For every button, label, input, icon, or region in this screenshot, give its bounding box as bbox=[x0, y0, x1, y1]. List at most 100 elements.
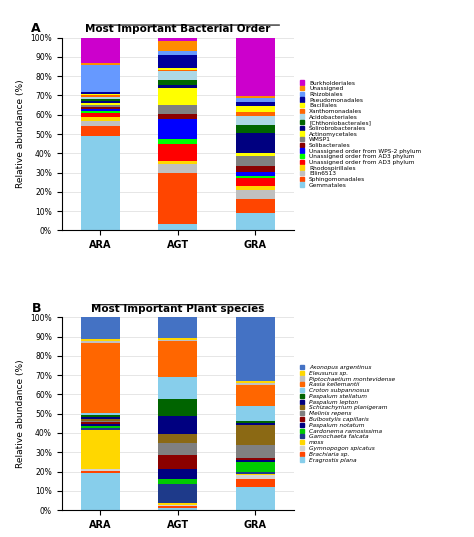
Y-axis label: Relative abundance (%): Relative abundance (%) bbox=[16, 359, 25, 468]
Bar bbox=[236, 125, 274, 133]
Bar bbox=[236, 98, 274, 102]
Bar bbox=[158, 70, 197, 71]
Text: B: B bbox=[31, 302, 41, 315]
Bar bbox=[158, 105, 197, 114]
Bar bbox=[158, 478, 197, 484]
Bar bbox=[236, 176, 274, 178]
Bar bbox=[236, 406, 274, 422]
Bar bbox=[81, 63, 119, 64]
Bar bbox=[236, 383, 274, 385]
Bar bbox=[236, 381, 274, 383]
Bar bbox=[81, 423, 119, 424]
Bar bbox=[158, 509, 197, 510]
Bar bbox=[158, 119, 197, 139]
Bar bbox=[81, 343, 119, 413]
Bar bbox=[158, 224, 197, 230]
Bar bbox=[81, 103, 119, 105]
Bar bbox=[236, 102, 274, 106]
Bar bbox=[236, 153, 274, 156]
Bar bbox=[158, 41, 197, 51]
Bar bbox=[158, 317, 197, 338]
Bar bbox=[158, 144, 197, 161]
Bar bbox=[158, 68, 197, 70]
Bar bbox=[236, 460, 274, 462]
Bar bbox=[236, 178, 274, 186]
Bar bbox=[158, 416, 197, 434]
Legend: Axonopus argentinus, Eleusurus sp., Piptochaetium montevidense, Rasia kellemanti: Axonopus argentinus, Eleusurus sp., Pipt… bbox=[299, 364, 396, 463]
Bar bbox=[81, 120, 119, 126]
Bar bbox=[236, 474, 274, 475]
Bar bbox=[158, 342, 197, 376]
Bar bbox=[236, 186, 274, 190]
Bar bbox=[81, 97, 119, 99]
Bar bbox=[158, 454, 197, 469]
Bar bbox=[158, 338, 197, 339]
Bar bbox=[236, 462, 274, 471]
Bar bbox=[236, 38, 274, 96]
Bar bbox=[236, 133, 274, 153]
Bar bbox=[158, 55, 197, 68]
Bar bbox=[236, 317, 274, 381]
Bar bbox=[81, 471, 119, 473]
Bar bbox=[158, 139, 197, 144]
Bar bbox=[236, 172, 274, 176]
Bar bbox=[81, 424, 119, 426]
Bar bbox=[236, 156, 274, 166]
Bar bbox=[81, 92, 119, 93]
Title: Most Important Bacterial Order: Most Important Bacterial Order bbox=[85, 24, 271, 34]
Bar bbox=[81, 99, 119, 101]
Bar bbox=[158, 505, 197, 506]
Bar bbox=[81, 340, 119, 343]
Bar bbox=[81, 93, 119, 96]
Bar bbox=[158, 89, 197, 105]
Bar bbox=[158, 339, 197, 342]
Bar bbox=[81, 426, 119, 429]
Bar bbox=[158, 51, 197, 55]
Bar bbox=[81, 126, 119, 136]
Bar bbox=[236, 199, 274, 213]
Bar bbox=[236, 458, 274, 460]
Bar bbox=[81, 101, 119, 103]
Bar bbox=[81, 107, 119, 109]
Bar bbox=[236, 115, 274, 125]
Bar bbox=[158, 506, 197, 509]
Bar bbox=[81, 415, 119, 417]
Bar bbox=[158, 444, 197, 454]
Legend: Burkholderiales, Unassigned, Rhizobiales, Pseudomonadales, Bacillales, Xanthomon: Burkholderiales, Unassigned, Rhizobiales… bbox=[299, 80, 422, 188]
Bar bbox=[81, 111, 119, 113]
Bar bbox=[158, 399, 197, 416]
Bar bbox=[81, 417, 119, 418]
Bar bbox=[158, 173, 197, 224]
Bar bbox=[158, 469, 197, 478]
Bar bbox=[158, 114, 197, 119]
Bar bbox=[158, 161, 197, 164]
Bar bbox=[158, 80, 197, 85]
Bar bbox=[236, 487, 274, 510]
Bar bbox=[81, 413, 119, 415]
Bar bbox=[81, 430, 119, 469]
Bar bbox=[81, 317, 119, 339]
Bar bbox=[158, 434, 197, 444]
Bar bbox=[236, 480, 274, 487]
Bar bbox=[158, 376, 197, 399]
Bar bbox=[236, 475, 274, 480]
Bar bbox=[81, 109, 119, 111]
Bar bbox=[236, 112, 274, 115]
Bar bbox=[81, 136, 119, 230]
Bar bbox=[81, 113, 119, 117]
Bar bbox=[158, 85, 197, 89]
Bar bbox=[158, 38, 197, 41]
Bar bbox=[81, 117, 119, 120]
Text: A: A bbox=[31, 22, 41, 35]
Bar bbox=[236, 422, 274, 423]
Bar bbox=[236, 423, 274, 425]
Bar bbox=[81, 105, 119, 107]
Bar bbox=[81, 429, 119, 430]
Bar bbox=[81, 420, 119, 423]
Bar bbox=[236, 190, 274, 199]
Bar bbox=[236, 106, 274, 112]
Bar bbox=[236, 166, 274, 172]
Bar bbox=[81, 473, 119, 510]
Title: Most Important Plant species: Most Important Plant species bbox=[91, 304, 264, 314]
Bar bbox=[158, 164, 197, 173]
